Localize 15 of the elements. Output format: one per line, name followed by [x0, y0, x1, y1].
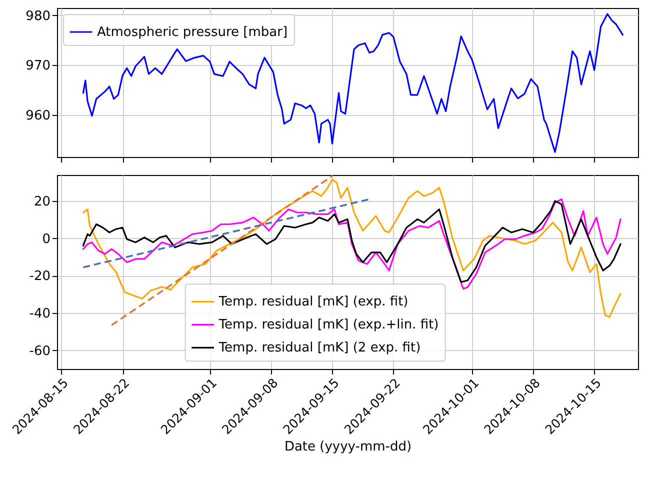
y-tick-label: -40: [29, 306, 50, 322]
x-axis-title: Date (yyyy-mm-dd): [284, 440, 412, 455]
y-tick-label: 20: [34, 194, 50, 210]
line-series: [82, 178, 622, 318]
y-tick-label: -20: [29, 269, 50, 284]
legend-label: Atmospheric pressure [mbar]: [97, 25, 288, 40]
line-series: [82, 13, 624, 153]
y-tick-label: -60: [29, 344, 50, 359]
y-tick-label: 980: [26, 8, 50, 24]
y-tick-label: 0: [42, 232, 50, 247]
legend-label: Temp. residual [mK] (exp. fit): [218, 294, 408, 310]
y-tick-label: 960: [26, 108, 50, 124]
legend-label: Temp. residual [mK] (exp.+lin. fit): [218, 318, 439, 333]
legend-label: Temp. residual [mK] (2 exp. fit): [218, 340, 421, 356]
y-tick-label: 970: [26, 58, 50, 74]
